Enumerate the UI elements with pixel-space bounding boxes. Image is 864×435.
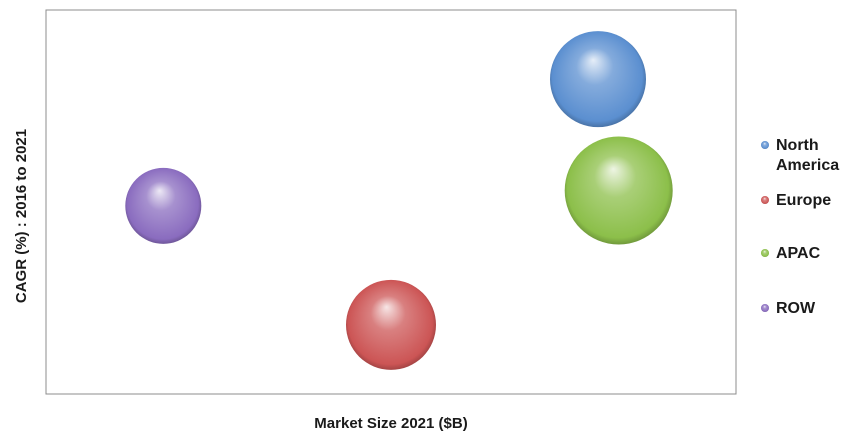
legend-label-north-america: North America <box>776 137 839 174</box>
bubble-europe <box>346 279 436 370</box>
bubble-north-america <box>550 31 646 128</box>
legend-marker-north-america <box>761 141 769 149</box>
legend-label-apac: APAC <box>776 245 821 262</box>
legend-label-europe: Europe <box>776 192 831 209</box>
legend: North America Europe APAC ROW <box>761 137 839 317</box>
legend-marker-europe <box>761 196 769 204</box>
bubbles-group <box>125 31 673 370</box>
legend-marker-apac <box>761 249 769 257</box>
legend-label-row: ROW <box>776 300 816 317</box>
bubble-row <box>125 167 202 244</box>
y-axis-label: CAGR (%) : 2016 to 2021 <box>13 129 30 303</box>
bubble-apac <box>564 136 673 245</box>
legend-marker-row <box>761 304 769 312</box>
x-axis-label: Market Size 2021 ($B) <box>314 415 467 432</box>
